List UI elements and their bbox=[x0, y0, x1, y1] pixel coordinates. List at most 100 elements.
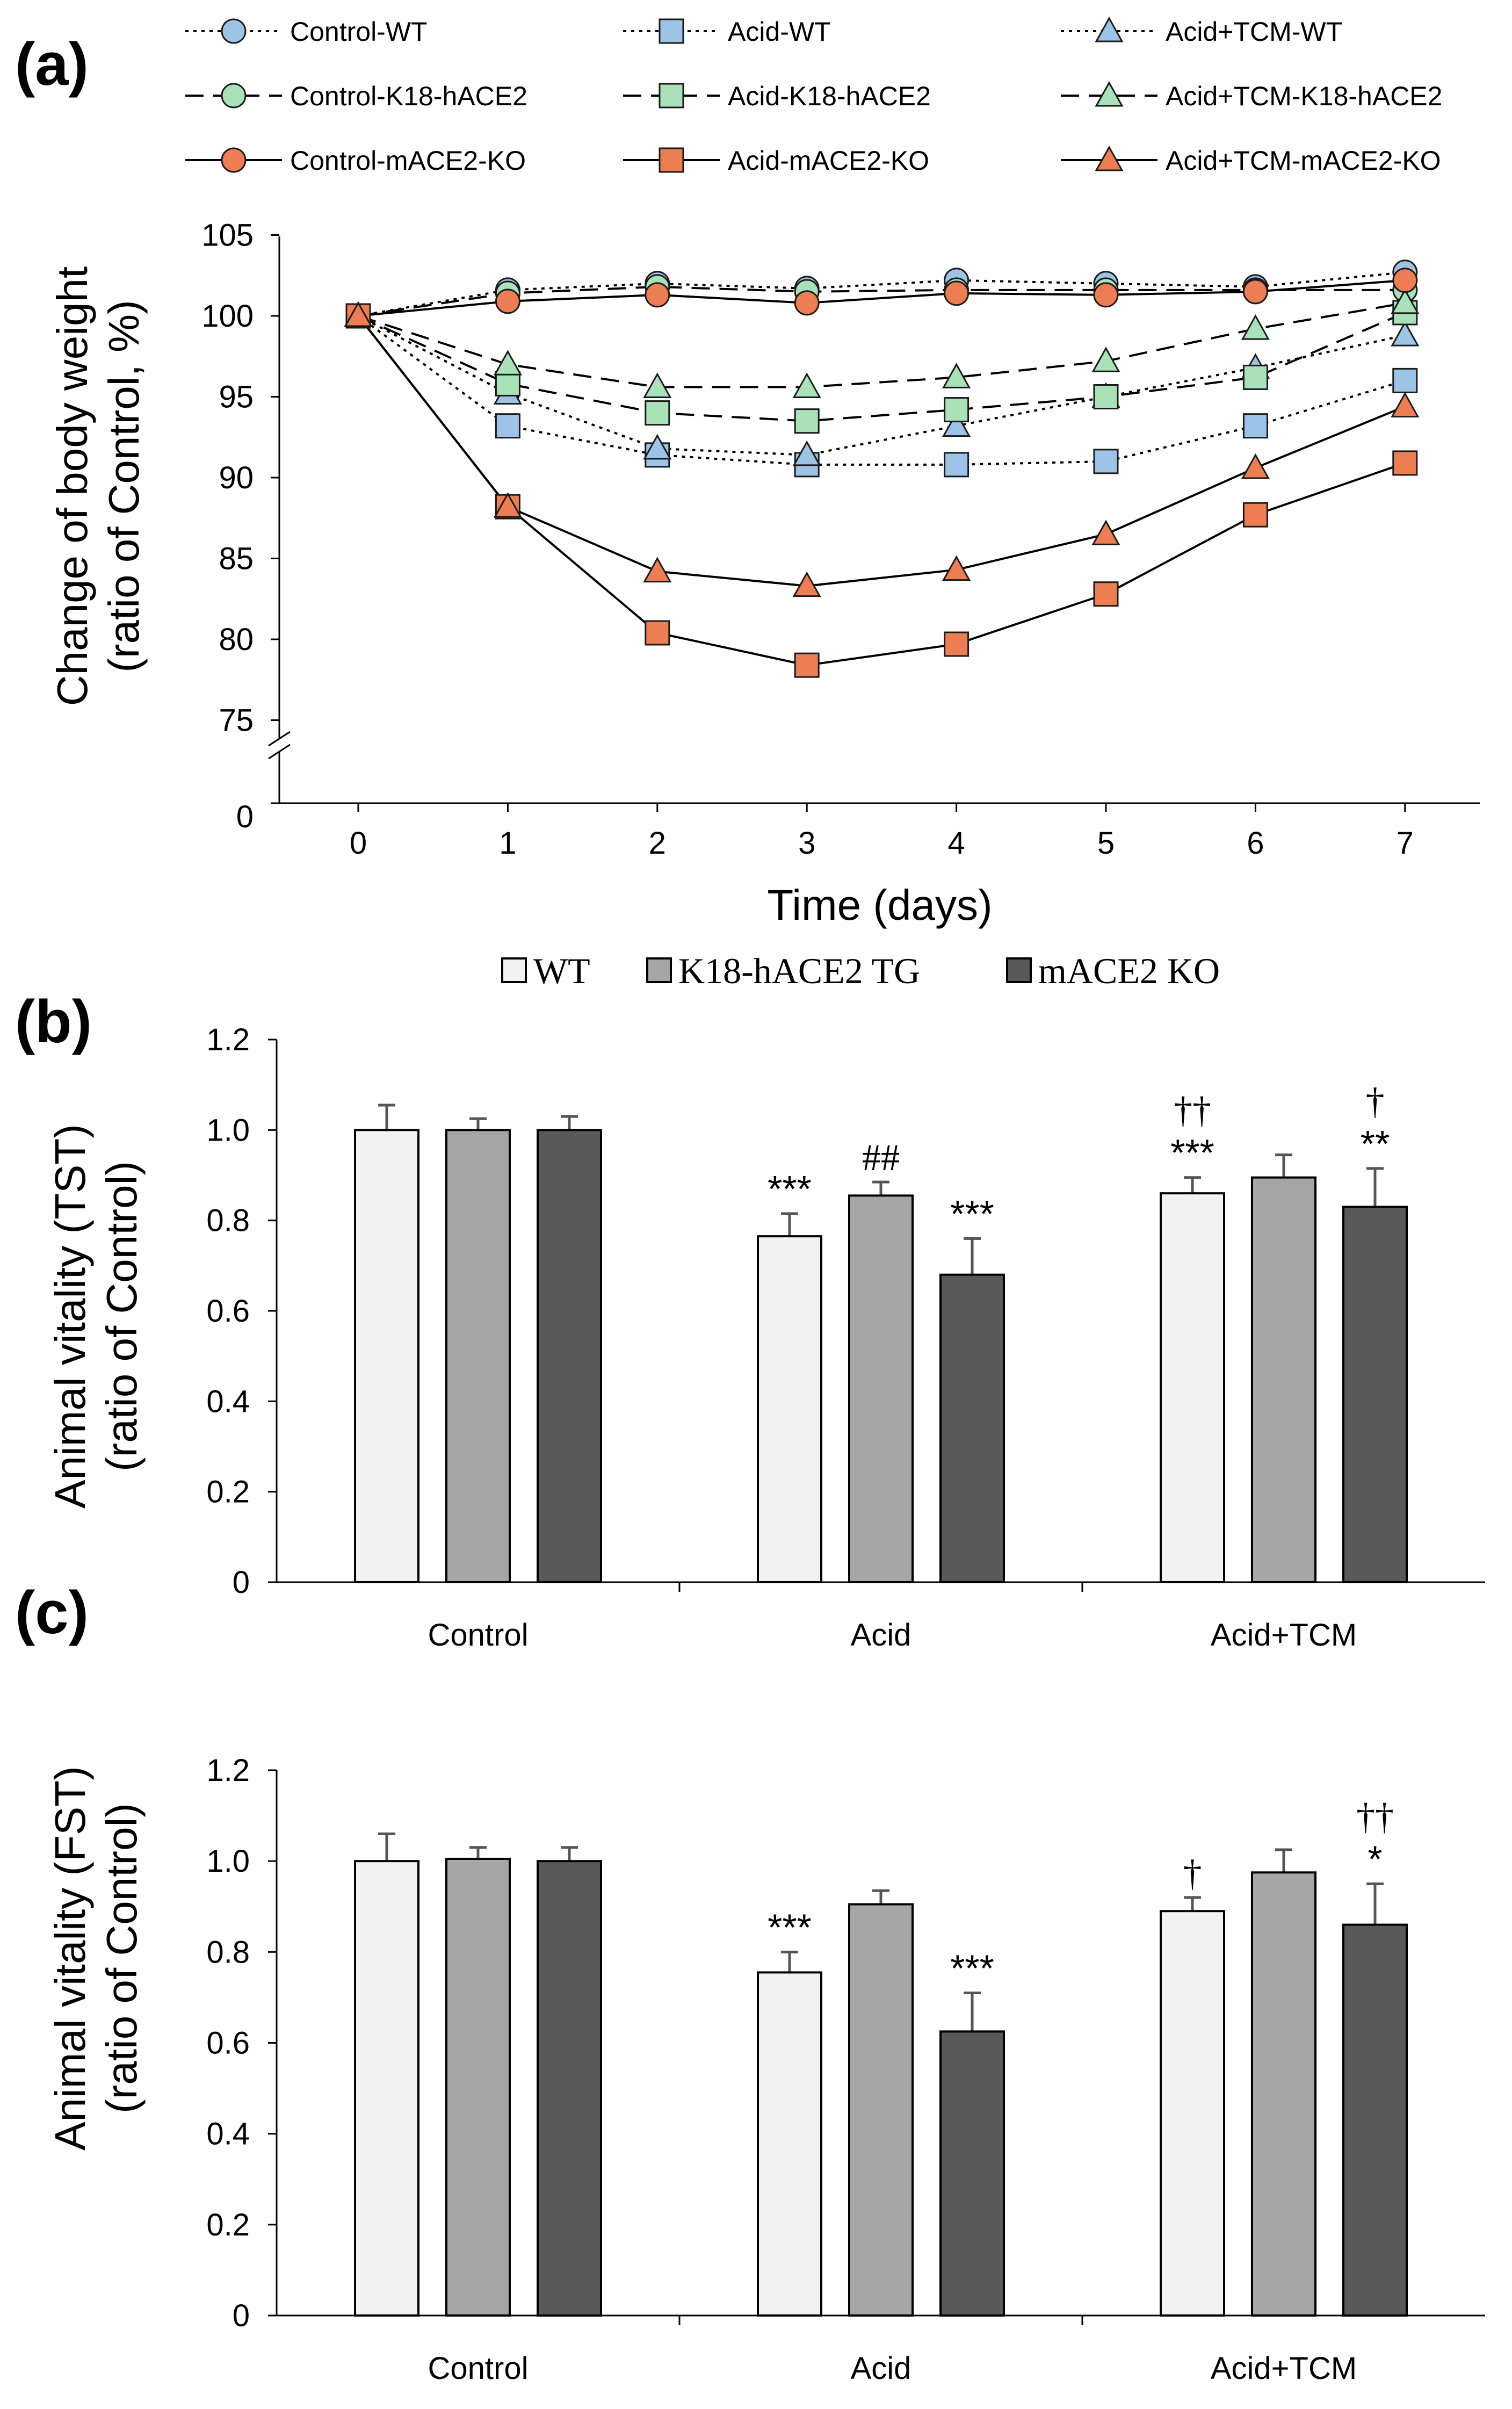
panel-b-plot: 1.2 1.0 0.8 0.6 0.4 0.2 0 Control Acid *** ## *** Ac… bbox=[206, 1022, 1485, 1653]
panel-c-plot: 1.2 1.0 0.8 0.6 0.4 0.2 0 Control Acid *** *** Acid… bbox=[206, 1753, 1485, 2386]
legend-label-mace2-ko: mACE2 KO bbox=[1038, 950, 1220, 991]
point-acid-wt bbox=[1093, 449, 1119, 474]
panel-b-label: (b) bbox=[15, 988, 92, 1055]
significance-mark: *** bbox=[768, 1906, 812, 1948]
point-acid-tcm-k18-hace2 bbox=[643, 372, 672, 398]
panel-b-ylabel-line2: (ratio of Control) bbox=[98, 1161, 146, 1472]
bar-acid-mace2-ko bbox=[939, 1273, 1005, 1584]
panel-b-bar-chart: (b) WT K18-hACE2 TG mACE2 KO 1.2 1.0 0.8 0.6 0… bbox=[15, 950, 1485, 1653]
panel-c-ylabel-line1: Animal vitality (FST) bbox=[46, 1766, 94, 2151]
y-tick-label: 1.2 bbox=[206, 1753, 250, 1788]
legend-marker-acid-wt bbox=[659, 18, 684, 44]
bar-acid-tcm-k18-hace2-tg bbox=[1251, 1176, 1316, 1583]
panel-a-line-chart: (a) Control-WT Acid-WT Acid+TCM-WTControl-… bbox=[15, 16, 1480, 929]
y-tick-label: 0.4 bbox=[206, 2117, 250, 2152]
legend-label-control-wt: Control-WT bbox=[290, 17, 428, 47]
series-line-control-mace2-ko bbox=[358, 279, 1405, 317]
bar-acid-mace2-ko bbox=[939, 2030, 1005, 2317]
point-acid-tcm-mace2-ko bbox=[792, 571, 821, 597]
bar-control-mace2-ko bbox=[537, 1129, 602, 1583]
bar-acid-wt bbox=[757, 1235, 822, 1583]
panel-a-x-tick-label: 4 bbox=[947, 826, 965, 861]
panel-b-legend: WT K18-hACE2 TG mACE2 KO bbox=[501, 950, 1220, 991]
point-acid-k18-hace2 bbox=[1242, 364, 1268, 390]
point-acid-tcm-mace2-ko bbox=[643, 557, 672, 583]
point-acid-k18-hace2 bbox=[1093, 384, 1119, 409]
point-acid-tcm-mace2-ko bbox=[1391, 392, 1420, 418]
legend-label-acid-wt: Acid-WT bbox=[728, 17, 831, 47]
legend-swatch-k18-hace2-tg bbox=[646, 957, 672, 983]
panel-a-axis-break-mark bbox=[268, 731, 291, 747]
panel-a-x-tick-label: 6 bbox=[1247, 826, 1264, 861]
panel-a-axes: 105 100 95 90 85 80 75 0 0 1 2 3 4 5 6 7 bbox=[201, 218, 1480, 861]
point-control-mace2-ko bbox=[944, 280, 970, 306]
panel-a-y-tick-label: 100 bbox=[201, 299, 254, 334]
significance-mark: *** bbox=[1170, 1132, 1214, 1174]
significance-mark: *** bbox=[950, 1947, 994, 1989]
series-line-acid-tcm-wt bbox=[358, 315, 1406, 456]
point-control-mace2-ko bbox=[645, 282, 670, 308]
point-acid-tcm-mace2-ko bbox=[1241, 453, 1270, 479]
point-acid-tcm-k18-hace2 bbox=[1391, 288, 1420, 314]
significance-mark: † bbox=[1366, 1081, 1385, 1122]
significance-mark: *** bbox=[950, 1193, 994, 1235]
legend-swatch-wt bbox=[501, 957, 527, 983]
panel-a-y-tick-label: 80 bbox=[219, 622, 254, 657]
point-control-mace2-ko bbox=[1392, 268, 1418, 293]
point-acid-tcm-wt bbox=[1391, 321, 1420, 347]
category-label-acid: Acid bbox=[851, 2351, 911, 2386]
y-tick-label: 0.2 bbox=[206, 1475, 250, 1510]
legend-label-acid-k18-hace2: Acid-K18-hACE2 bbox=[728, 81, 931, 111]
y-tick-label: 1.2 bbox=[206, 1022, 250, 1057]
significance-mark: ## bbox=[862, 1137, 900, 1179]
bar-control-k18-hace2-tg bbox=[445, 1857, 511, 2317]
point-acid-tcm-k18-hace2 bbox=[942, 363, 971, 388]
legend-marker-acid-tcm-wt bbox=[1095, 16, 1124, 42]
panel-a-y-tick-label: 0 bbox=[236, 799, 254, 834]
legend-marker-acid-mace2-ko bbox=[659, 147, 684, 173]
y-tick-label: 0 bbox=[233, 2298, 250, 2333]
point-acid-mace2-ko bbox=[944, 631, 970, 657]
point-acid-wt bbox=[1242, 413, 1268, 439]
bar-acid-tcm-mace2-ko bbox=[1342, 1206, 1408, 1584]
legend-marker-control-k18-hace2 bbox=[221, 83, 247, 109]
point-acid-tcm-mace2-ko bbox=[1091, 520, 1120, 545]
panel-a-x-tick-label: 7 bbox=[1397, 826, 1414, 861]
series-line-acid-tcm-k18-hace2 bbox=[358, 301, 1406, 388]
panel-a-x-tick-label: 1 bbox=[499, 826, 516, 861]
point-acid-mace2-ko bbox=[1093, 581, 1119, 607]
point-control-mace2-ko bbox=[1242, 279, 1268, 305]
y-tick-label: 0.8 bbox=[206, 1203, 250, 1238]
category-label-control: Control bbox=[428, 2351, 529, 2386]
point-acid-mace2-ko bbox=[1242, 502, 1268, 528]
panel-a-x-tick-label: 2 bbox=[649, 826, 666, 861]
series-line-acid-tcm-mace2-ko bbox=[357, 315, 1406, 587]
point-acid-tcm-mace2-ko bbox=[344, 301, 373, 327]
legend-marker-acid-tcm-mace2-ko bbox=[1095, 145, 1124, 171]
point-acid-tcm-wt bbox=[792, 440, 821, 466]
bar-acid-tcm-mace2-ko bbox=[1342, 1923, 1408, 2317]
bar-acid-tcm-k18-hace2-tg bbox=[1251, 1871, 1316, 2317]
panel-a-y-tick-label: 90 bbox=[219, 460, 254, 495]
significance-mark: † bbox=[1183, 1853, 1202, 1894]
y-tick-label: 0.8 bbox=[206, 1935, 250, 1970]
point-acid-k18-hace2 bbox=[944, 397, 970, 423]
legend-label-acid-mace2-ko: Acid-mACE2-KO bbox=[728, 146, 929, 176]
point-acid-k18-hace2 bbox=[645, 400, 670, 426]
significance-mark: †† bbox=[1356, 1796, 1394, 1837]
bar-acid-tcm-wt bbox=[1160, 1910, 1225, 2317]
panel-c-ylabel-line2: (ratio of Control) bbox=[98, 1803, 146, 2114]
point-acid-k18-hace2 bbox=[495, 371, 520, 396]
y-tick-label: 0.2 bbox=[206, 2208, 250, 2242]
panel-a-y-tick-label: 85 bbox=[219, 542, 254, 576]
bar-acid-wt bbox=[757, 1971, 822, 2317]
point-acid-tcm-mace2-ko bbox=[493, 492, 522, 518]
legend-label-acid-tcm-wt: Acid+TCM-WT bbox=[1166, 17, 1342, 47]
category-label-control: Control bbox=[428, 1618, 529, 1653]
legend-label-wt: WT bbox=[533, 950, 590, 991]
bar-control-wt bbox=[354, 1860, 419, 2317]
y-tick-label: 1.0 bbox=[206, 1844, 250, 1879]
point-acid-tcm-mace2-ko bbox=[942, 555, 971, 581]
